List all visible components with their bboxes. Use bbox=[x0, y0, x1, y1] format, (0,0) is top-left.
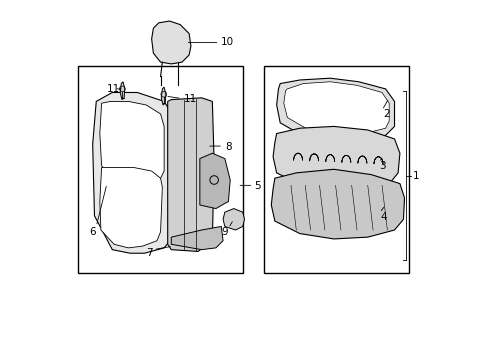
Text: 10: 10 bbox=[221, 37, 234, 48]
Polygon shape bbox=[120, 82, 124, 100]
Text: 11: 11 bbox=[183, 94, 197, 104]
Text: 11: 11 bbox=[107, 84, 120, 94]
Text: 5: 5 bbox=[254, 181, 261, 191]
Text: 7: 7 bbox=[146, 248, 153, 258]
FancyBboxPatch shape bbox=[78, 66, 242, 273]
Polygon shape bbox=[223, 208, 244, 230]
Polygon shape bbox=[276, 78, 394, 143]
Polygon shape bbox=[171, 226, 223, 249]
Polygon shape bbox=[100, 102, 164, 185]
Polygon shape bbox=[272, 126, 399, 191]
FancyBboxPatch shape bbox=[264, 66, 408, 273]
Polygon shape bbox=[100, 167, 162, 248]
Polygon shape bbox=[161, 87, 165, 105]
Polygon shape bbox=[200, 153, 230, 208]
Text: 6: 6 bbox=[89, 227, 96, 237]
Text: 4: 4 bbox=[380, 212, 386, 222]
Polygon shape bbox=[93, 93, 175, 253]
Text: 8: 8 bbox=[224, 142, 231, 152]
Text: 1: 1 bbox=[411, 171, 418, 181]
Text: 3: 3 bbox=[379, 161, 386, 171]
Polygon shape bbox=[167, 98, 214, 251]
Text: 9: 9 bbox=[221, 227, 228, 237]
Polygon shape bbox=[283, 82, 388, 135]
Text: 2: 2 bbox=[382, 109, 389, 119]
Polygon shape bbox=[151, 21, 190, 64]
Polygon shape bbox=[271, 169, 404, 239]
